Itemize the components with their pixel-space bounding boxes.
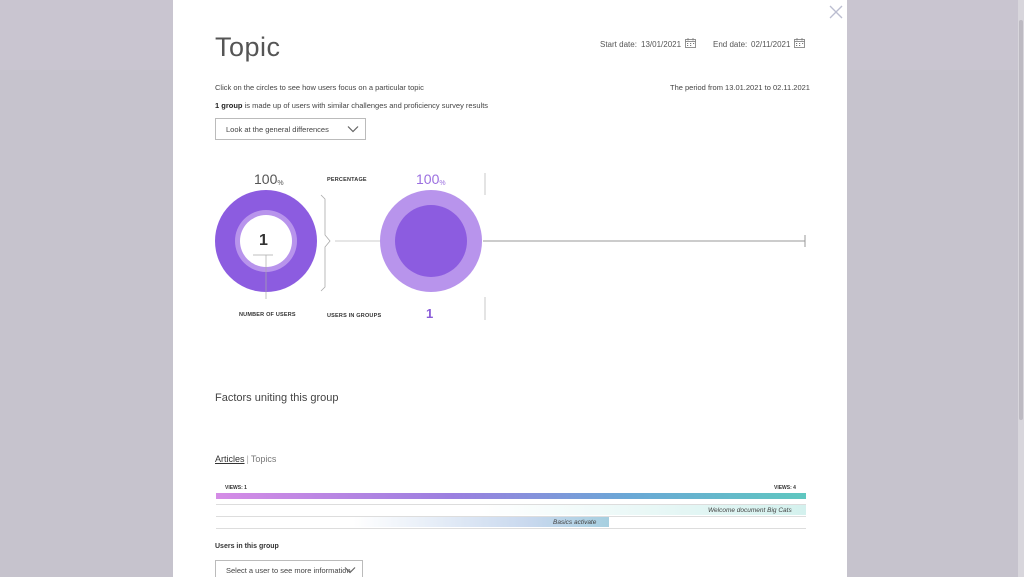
topic-modal: Topic Start date: 13/01/2021 End date: 0…: [173, 0, 847, 577]
tab-articles[interactable]: Articles: [215, 454, 245, 464]
scrollbar-thumb[interactable]: [1019, 20, 1023, 420]
users-count: 1: [259, 232, 268, 249]
group-count: 1 group: [215, 101, 243, 110]
users-in-groups-label: USERS IN GROUPS: [327, 313, 382, 319]
group-circle-inner: [395, 205, 467, 277]
views-gradient-scale: [216, 493, 806, 499]
bracket-divider: [320, 194, 331, 292]
calendar-icon[interactable]: [685, 38, 696, 48]
group-percentage: 100%: [416, 171, 446, 187]
users-in-groups-value: 1: [426, 306, 434, 321]
factors-title: Factors uniting this group: [215, 392, 339, 404]
article-bar-welcome[interactable]: [216, 505, 806, 515]
calendar-icon[interactable]: [794, 38, 805, 48]
row-divider: [216, 504, 806, 505]
users-donut-center: [240, 215, 292, 267]
page-title: Topic: [215, 32, 281, 62]
start-date-label: Start date:: [600, 40, 637, 49]
chevron-down-icon: [344, 567, 356, 574]
chevron-down-icon: [347, 126, 359, 133]
users-percentage: 100%: [254, 171, 284, 187]
user-select-dropdown[interactable]: Select a user to see more information: [215, 560, 363, 577]
view-mode-dropdown[interactable]: Look at the general differences: [215, 118, 366, 140]
percent-sign: %: [439, 180, 446, 187]
article-bar-basics[interactable]: [216, 517, 609, 527]
percentage-label: PERCENTAGE: [327, 177, 367, 183]
period-text: The period from 13.01.2021 to 02.11.2021: [670, 83, 810, 92]
row-divider: [216, 516, 806, 517]
views-min-label: VIEWS: 1: [225, 485, 247, 491]
group-description-text: is made up of users with similar challen…: [242, 101, 489, 110]
group-percentage-value: 100: [416, 171, 440, 187]
row-divider: [216, 528, 806, 529]
percent-sign: %: [277, 180, 284, 187]
users-group-title: Users in this group: [215, 543, 279, 550]
factors-tabs: Articles | Topics: [215, 454, 276, 464]
end-date-value[interactable]: 02/11/2021: [751, 40, 791, 49]
group-circles-diagram: [215, 173, 806, 320]
instruction-text: Click on the circles to see how users fo…: [215, 83, 424, 92]
group-description: 1 group is made up of users with similar…: [215, 101, 488, 110]
page-scrollbar[interactable]: [1018, 0, 1024, 577]
tab-topics[interactable]: Topics: [250, 454, 277, 464]
article-label-basics: Basics activate: [553, 519, 597, 526]
end-date-label: End date:: [713, 40, 748, 49]
tab-separator: |: [246, 454, 249, 464]
users-percentage-value: 100: [254, 171, 278, 187]
close-icon[interactable]: [828, 4, 844, 20]
article-label-welcome: Welcome document Big Cats: [708, 507, 792, 514]
user-select-placeholder: Select a user to see more information: [226, 565, 351, 575]
views-max-label: VIEWS: 4: [774, 485, 796, 491]
start-date-value[interactable]: 13/01/2021: [641, 40, 682, 49]
number-of-users-label: NUMBER OF USERS: [239, 312, 296, 318]
view-mode-selected: Look at the general differences: [226, 124, 329, 134]
